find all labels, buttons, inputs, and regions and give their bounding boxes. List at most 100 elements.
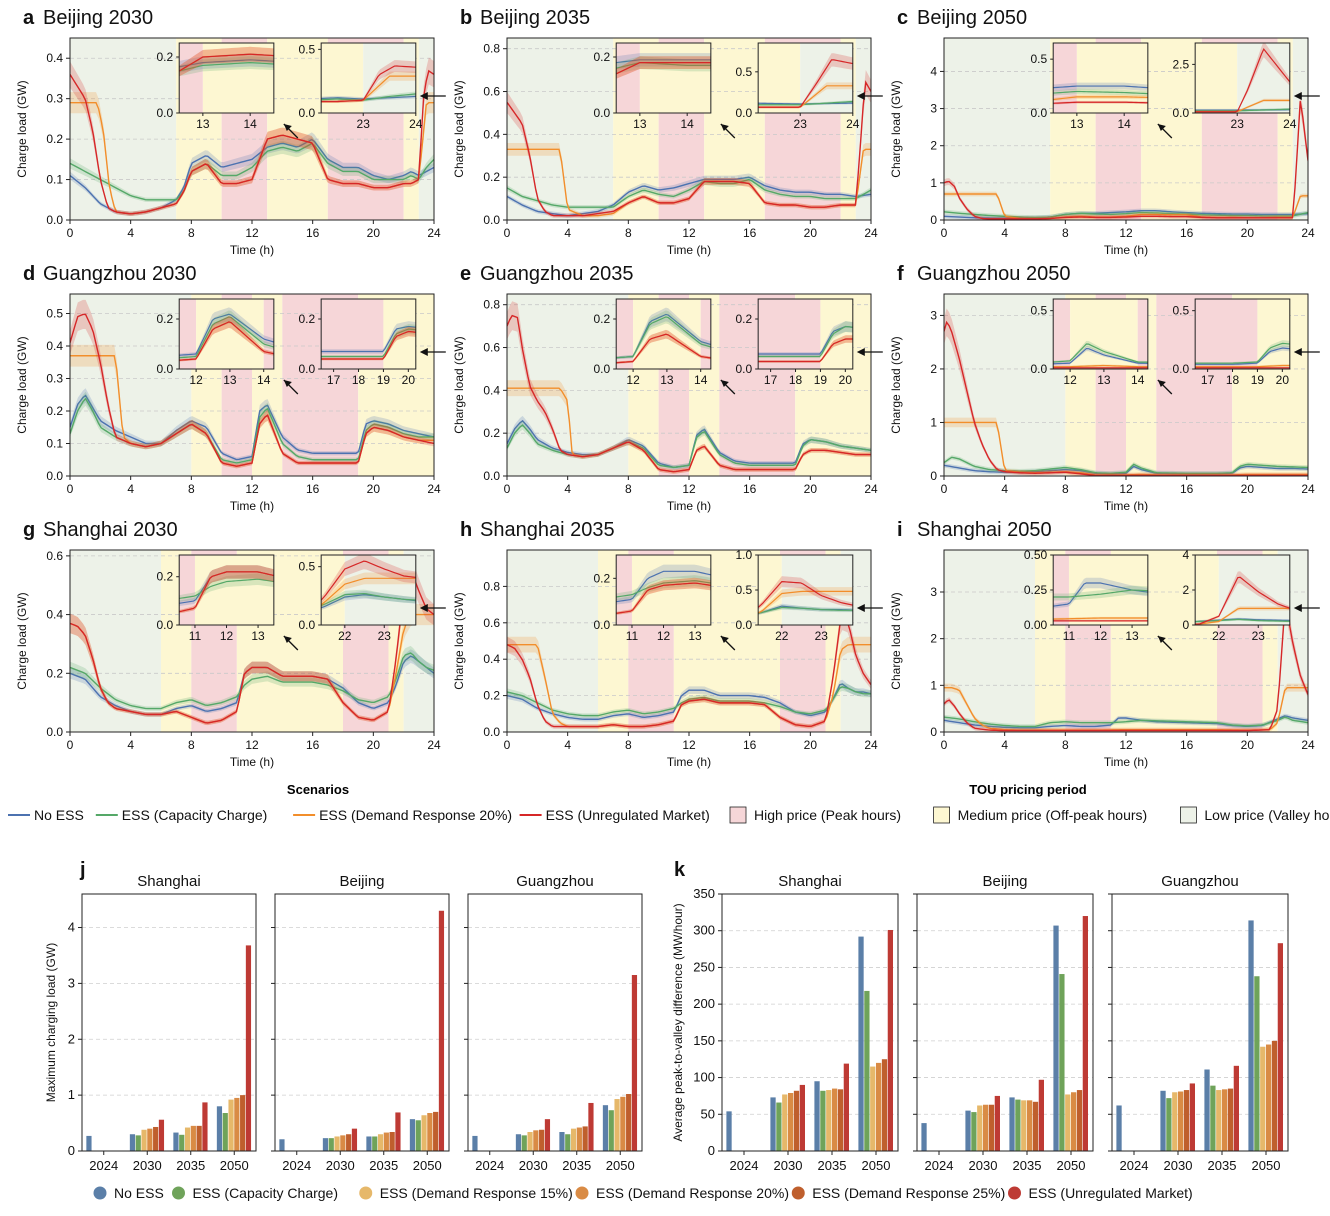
bar <box>582 1126 588 1151</box>
inset-x-tick-label: 24 <box>409 117 423 131</box>
legend-item: ESS (Capacity Charge) <box>172 1185 338 1201</box>
x-tick-label: 2024 <box>282 1158 311 1173</box>
subpanel-title: Guangzhou <box>1161 873 1239 890</box>
y-tick-label: 1 <box>930 678 937 692</box>
x-tick-label: 0 <box>504 482 511 496</box>
series-line-ess-demand-response-20- <box>1053 364 1148 368</box>
series-line-no-ess <box>179 59 274 68</box>
bar <box>334 1136 340 1151</box>
bar <box>843 1063 849 1151</box>
y-tick-label: 0.1 <box>46 437 63 451</box>
inset-x-tick-label: 12 <box>657 629 671 643</box>
bar <box>240 1095 246 1151</box>
arrow-head <box>720 124 729 131</box>
y-tick-label: 0.6 <box>483 341 500 355</box>
legend-swatch <box>1180 806 1197 824</box>
inset-y-tick-label: 0.2 <box>157 50 174 64</box>
inset-y-tick-label: 0.2 <box>298 312 315 326</box>
inset-x-tick-label: 19 <box>377 373 391 387</box>
inset-x-tick-label: 14 <box>257 373 271 387</box>
series-line-ess-capacity-charge- <box>758 100 853 106</box>
inset-tou-band-low <box>363 43 416 113</box>
series-band-no-ess <box>1195 617 1290 623</box>
legend-label: Medium price (Off-peak hours) <box>958 807 1148 823</box>
arrow-head <box>720 636 729 643</box>
subpanel-guangzhou: 2024 2030 2035 2050 Guangzhou <box>1108 873 1289 1173</box>
series-band-ess-capacity-charge- <box>179 573 274 602</box>
series-band-ess-unregulated-market- <box>321 60 416 103</box>
bar <box>837 1089 844 1151</box>
y-tick-label: 3 <box>68 975 75 990</box>
bar <box>1071 1092 1077 1151</box>
y-axis-label: Charge load (GW) <box>889 592 903 689</box>
x-tick-label: 8 <box>188 738 195 752</box>
bar <box>472 1135 478 1151</box>
x-tick-label: 0 <box>941 482 948 496</box>
tou-band-medium <box>1141 38 1202 220</box>
series-band-ess-unregulated-market- <box>758 576 853 610</box>
panel-letter: i <box>897 519 903 541</box>
series-line-ess-demand-response-20- <box>1053 617 1148 620</box>
inset-x-tick-label: 17 <box>327 373 341 387</box>
inset-y-tick-label: 0.0 <box>1031 362 1048 376</box>
series-band-ess-capacity-charge- <box>758 321 853 359</box>
inset-1: 12 13 14 0.0 0.2 <box>157 298 275 387</box>
series-layer <box>944 599 1308 732</box>
bar <box>1178 1091 1184 1151</box>
x-tick-label: 20 <box>367 482 381 496</box>
x-axis-label: Time (h) <box>1104 243 1148 257</box>
y-tick-label: 2 <box>68 1031 75 1046</box>
inset-1: 12 13 14 0.0 0.5 <box>1031 298 1149 387</box>
subpanel-title: Beijing <box>982 873 1027 890</box>
series-line-ess-unregulated-market- <box>70 69 434 215</box>
inset-x-tick-label: 11 <box>626 629 639 643</box>
series-band-no-ess <box>507 415 871 470</box>
pointer-arrows <box>1157 348 1320 395</box>
series-line-ess-capacity-charge- <box>758 606 853 614</box>
y-tick-label: 350 <box>693 886 715 901</box>
series-layer <box>321 60 416 103</box>
line-legend-title: Scenarios <box>287 782 349 797</box>
x-axis-label: Time (h) <box>230 499 274 513</box>
inset-x-tick-label: 18 <box>352 373 366 387</box>
x-tick-label: 20 <box>1241 226 1255 240</box>
panel-d: 0 4 8 12 16 20 24 0.0 0.1 0.2 0.3 0.4 0.5 Time (h) Cha… <box>15 263 446 513</box>
inset-frame <box>1052 298 1149 370</box>
panel-h: 0 4 8 12 16 20 24 0.0 0.2 0.4 0.6 0.8 Time (h) Charge… <box>452 519 883 769</box>
inset-x-tick-label: 23 <box>815 629 829 643</box>
x-tick-label: 2030 <box>519 1158 548 1173</box>
series-layer <box>616 564 711 615</box>
pointer-arrows <box>283 92 446 139</box>
series-band-ess-capacity-charge- <box>179 310 274 360</box>
series-line-no-ess <box>321 325 416 353</box>
inset-y-tick-label: 0.0 <box>735 106 752 120</box>
y-tick-label: 4 <box>68 920 75 935</box>
inset-x-tick-label: 17 <box>764 373 778 387</box>
y-tick-label: 200 <box>693 996 715 1011</box>
bar <box>1027 1100 1033 1151</box>
inset-x-tick-label: 13 <box>1125 629 1139 643</box>
series-band-no-ess <box>179 565 274 607</box>
x-tick-label: 2035 <box>369 1158 398 1173</box>
inset-tou-band-medium <box>1195 43 1238 113</box>
series-band-no-ess <box>616 564 711 605</box>
inset-x-tick-label: 13 <box>223 373 237 387</box>
x-tick-label: 0 <box>504 226 511 240</box>
series-line-ess-unregulated-market- <box>944 101 1308 220</box>
y-tick-label: 0.0 <box>483 213 500 227</box>
legend-swatch <box>791 1186 805 1200</box>
bar <box>346 1134 352 1151</box>
tou-band-low <box>944 550 1035 732</box>
series-band-ess-unregulated-market- <box>321 555 416 604</box>
x-tick-label: 4 <box>1001 226 1008 240</box>
bar <box>1038 1079 1044 1151</box>
inset-y-tick-label: 4 <box>1182 548 1189 562</box>
axes-frame <box>721 893 899 1152</box>
series-band-no-ess <box>507 679 871 722</box>
tou-band-low <box>1292 38 1308 220</box>
arrow-head <box>283 380 292 387</box>
tou-band-low <box>70 550 161 732</box>
inset-tou-band-high <box>1053 43 1077 113</box>
